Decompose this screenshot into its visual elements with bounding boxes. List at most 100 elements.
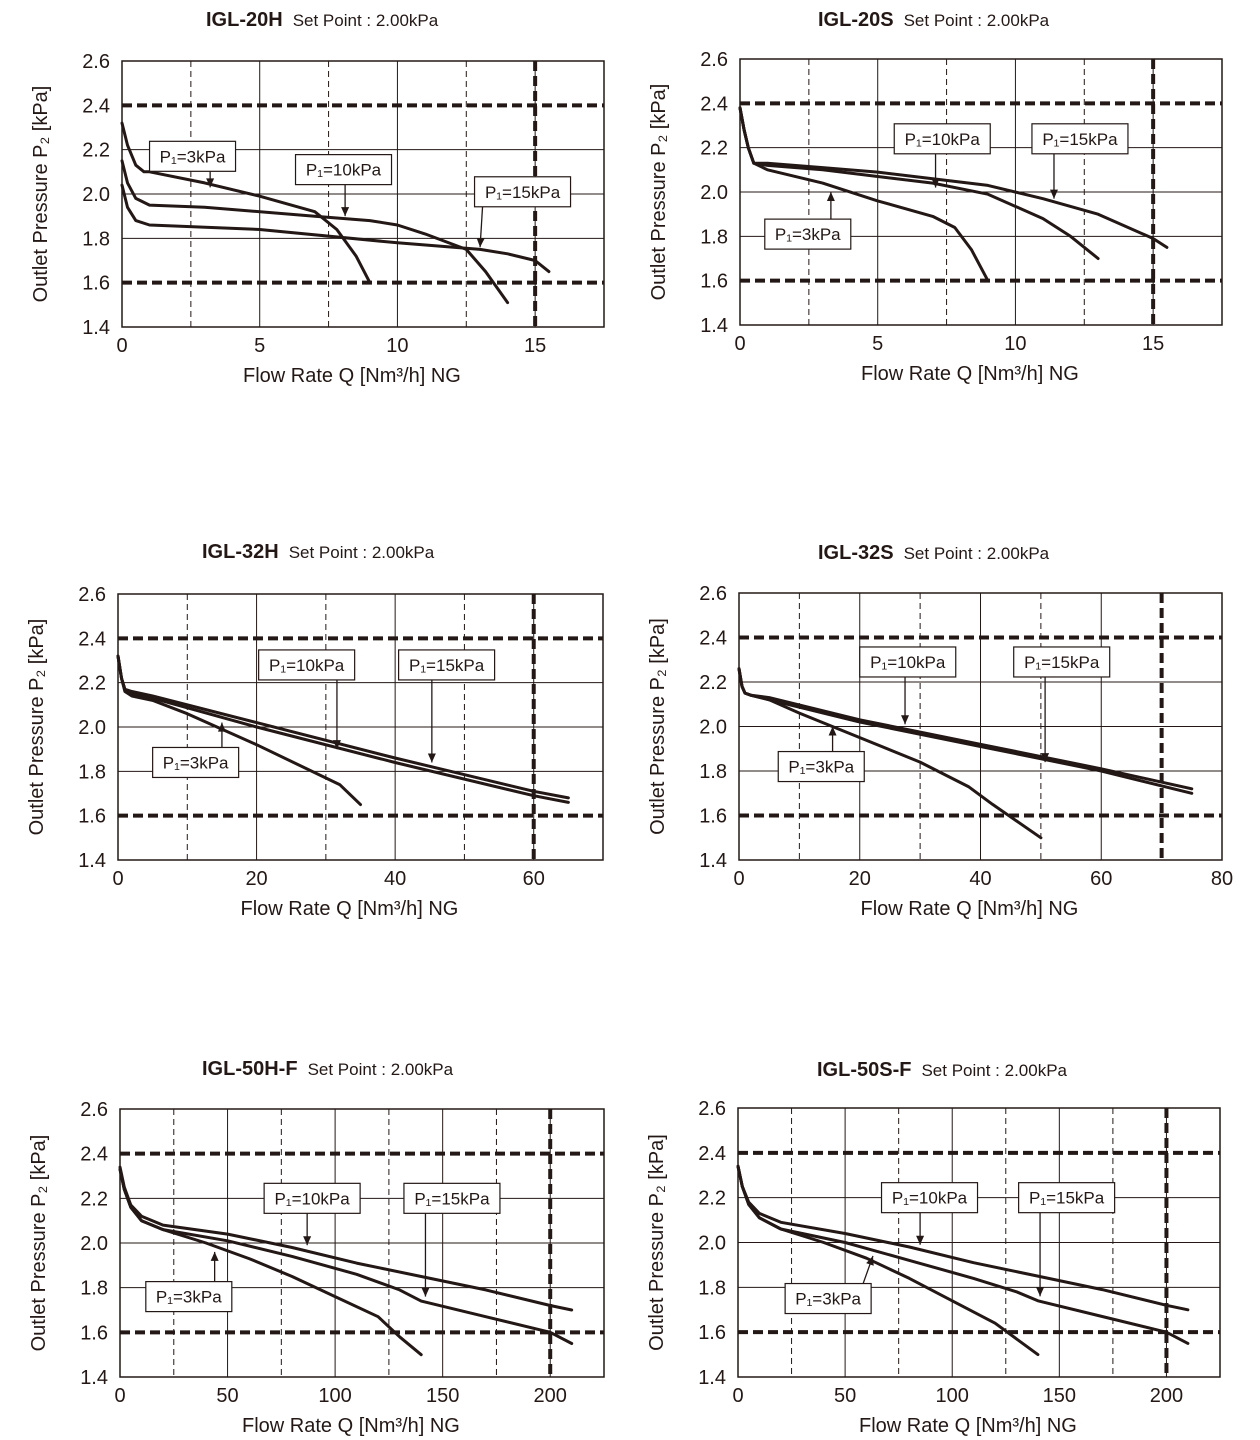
chart-igl-32s: IGL-32S Set Point : 2.00kPa 0 20 40 60 80 1.4 1.… (647, 542, 1233, 920)
x-tick-label: 40 (969, 868, 991, 890)
y-tick-label: 1.8 (698, 1277, 726, 1299)
callout-label: P₁=10kPa (870, 653, 946, 672)
y-tick-label: 2.6 (698, 1098, 726, 1120)
x-tick-label: 200 (1150, 1385, 1183, 1407)
y-tick-label: 1.8 (700, 226, 728, 248)
y-tick-label: 1.8 (699, 761, 727, 783)
callout-label: P₁=3kPa (795, 1290, 861, 1309)
plot-frame (119, 1108, 605, 1378)
model-name: IGL-32H (202, 541, 279, 563)
callout-label: P₁=10kPa (892, 1189, 968, 1208)
y-tick-label: 2.2 (80, 1188, 108, 1210)
chart-title: IGL-50H-F Set Point : 2.00kPa (202, 1058, 454, 1080)
series-line-p1-15kpa (120, 183, 551, 274)
plot-frame (738, 592, 1223, 861)
series-line-p1-10kpa (120, 159, 510, 305)
x-tick-label: 50 (216, 1385, 238, 1407)
plot-frame (737, 1107, 1221, 1378)
y-tick-label: 1.6 (80, 1322, 108, 1344)
callout-box (263, 1182, 361, 1214)
y-tick-label: 2.0 (700, 182, 728, 204)
series-line-p1-10kpa (118, 1167, 574, 1345)
series-callout: P₁=10kPa (880, 1182, 979, 1245)
callout-label: P₁=15kPa (1042, 130, 1118, 149)
y-tick-label: 2.6 (78, 584, 106, 606)
y-tick-label: 1.8 (80, 1278, 108, 1300)
y-tick-label: 2.4 (700, 93, 728, 115)
callout-box (880, 1182, 979, 1214)
model-name: IGL-32S (818, 542, 894, 564)
x-tick-label: 10 (1004, 333, 1026, 355)
callout-arrowhead (303, 1236, 312, 1246)
series-line-p1-10kpa (736, 1164, 1190, 1345)
series-line-p1-15kpa (116, 654, 570, 800)
callout-label: P₁=10kPa (905, 130, 981, 149)
y-tick-label: 1.6 (698, 1322, 726, 1344)
series-line-p1-15kpa (738, 106, 1169, 249)
callout-label: P₁=10kPa (269, 656, 345, 675)
series-callout: P₁=3kPa (152, 722, 240, 779)
series-callout: P₁=15kPa (1018, 1182, 1116, 1297)
y-tick-label: 1.6 (78, 806, 106, 828)
y-tick-label: 1.4 (78, 850, 106, 872)
series-callout: P₁=10kPa (294, 154, 393, 217)
y-tick-label: 1.8 (82, 228, 110, 250)
y-tick-label: 2.6 (82, 51, 110, 73)
callout-arrowhead (332, 740, 341, 750)
model-name: IGL-20H (206, 9, 283, 31)
chart-igl-50s-f: IGL-50S-F Set Point : 2.00kPa 0 50 100 150 200… (646, 1059, 1221, 1437)
y-tick-label: 1.8 (78, 761, 106, 783)
y-tick-label: 2.6 (80, 1099, 108, 1121)
callout-box (1018, 1182, 1116, 1214)
series-line-p1-15kpa (736, 1164, 1190, 1312)
x-tick-label: 40 (384, 868, 406, 890)
y-tick-label: 2.0 (698, 1233, 726, 1255)
y-axis-label: Outlet Pressure P₂ [kPa] (647, 618, 669, 835)
callout-label: P₁=15kPa (485, 183, 561, 202)
callout-arrowhead (1036, 1287, 1045, 1297)
chart-igl-20h: IGL-20H Set Point : 2.00kPa 0 5 10 15 1.4 1.6 1.… (30, 9, 605, 387)
series-callout: P₁=3kPa (148, 140, 237, 188)
y-tick-label: 1.6 (82, 273, 110, 295)
y-tick-label: 2.6 (700, 49, 728, 71)
x-tick-label: 80 (1211, 868, 1233, 890)
callout-box (152, 746, 240, 779)
callout-arrowhead (901, 715, 910, 725)
chart-title: IGL-20H Set Point : 2.00kPa (206, 9, 439, 31)
y-tick-label: 2.4 (698, 1143, 726, 1165)
x-tick-label: 150 (1043, 1385, 1076, 1407)
plot-frame (117, 593, 604, 861)
callout-box (473, 176, 572, 208)
x-tick-label: 100 (936, 1385, 969, 1407)
callout-arrowhead (341, 207, 350, 217)
set-point: Set Point : 2.00kPa (904, 11, 1050, 30)
series-callout: P₁=3kPa (145, 1251, 233, 1313)
callout-label: P₁=15kPa (414, 1189, 490, 1208)
x-axis-label: Flow Rate Q [Nm³/h] NG (861, 363, 1079, 385)
series-callout: P₁=15kPa (398, 649, 496, 763)
y-tick-label: 1.6 (700, 271, 728, 293)
y-tick-label: 2.2 (699, 672, 727, 694)
y-tick-label: 2.4 (80, 1144, 108, 1166)
y-tick-label: 2.6 (699, 583, 727, 605)
x-tick-label: 0 (732, 1385, 743, 1407)
x-tick-label: 100 (318, 1385, 351, 1407)
callout-box (777, 750, 865, 783)
x-tick-label: 0 (114, 1385, 125, 1407)
y-tick-label: 1.4 (82, 317, 110, 339)
chart-igl-50h-f: IGL-50H-F Set Point : 2.00kPa 0 50 100 150 200… (28, 1058, 605, 1437)
callout-arrowhead (828, 726, 837, 736)
series-callout: P₁=15kPa (1031, 123, 1129, 199)
x-tick-label: 60 (1090, 868, 1112, 890)
y-tick-label: 2.0 (80, 1233, 108, 1255)
callout-box (403, 1182, 501, 1214)
plot-frame (121, 60, 605, 328)
series-callout: P₁=10kPa (859, 646, 957, 725)
y-tick-label: 2.0 (82, 184, 110, 206)
x-axis-label: Flow Rate Q [Nm³/h] NG (861, 898, 1079, 920)
callout-box (893, 123, 991, 155)
x-tick-label: 50 (834, 1385, 856, 1407)
x-tick-label: 15 (1142, 333, 1164, 355)
callout-box (859, 646, 957, 678)
